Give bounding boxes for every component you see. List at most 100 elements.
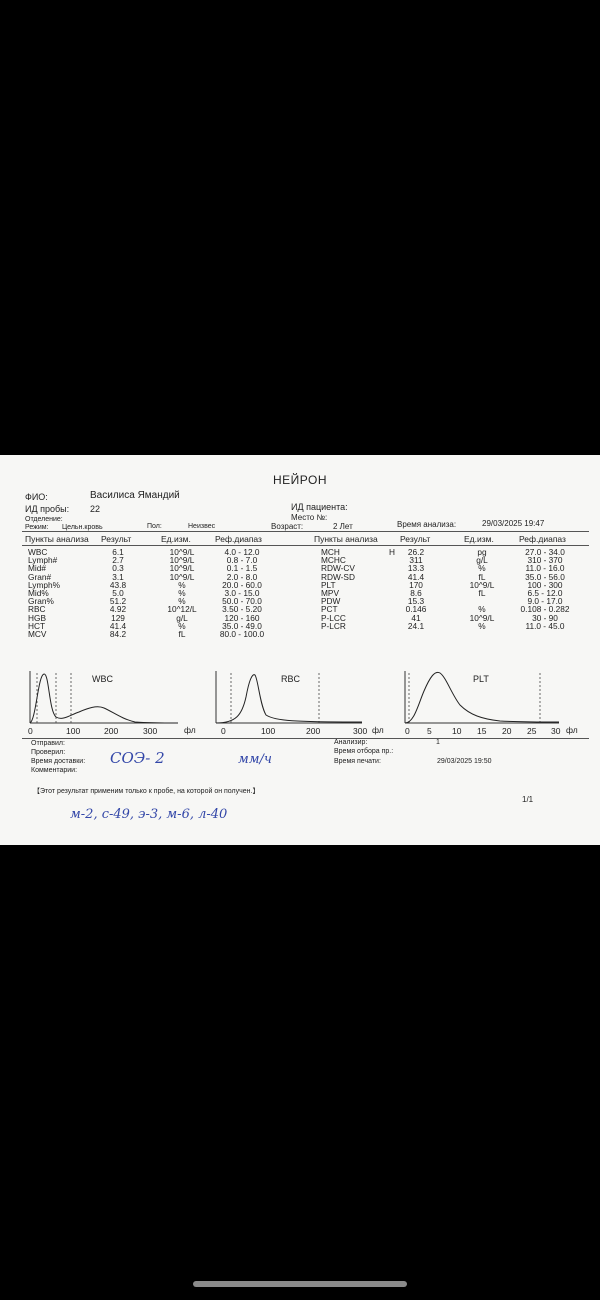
table-row: RDW-CV 13.3% 11.0 - 16.0 [0, 563, 600, 574]
cell-result: 311 [409, 555, 423, 566]
wbc-tick-100: 100 [66, 726, 80, 736]
cell-unit: % [478, 604, 486, 615]
patient-id-label: ИД пациента: [291, 502, 348, 512]
analyzer-label: Анализир: [334, 739, 368, 746]
cell-unit: % [478, 620, 486, 631]
age-value: 2 Лет [333, 522, 353, 531]
cell-range: 11.0 - 16.0 [525, 563, 565, 574]
cell-result: 41.4 [109, 620, 127, 631]
home-indicator[interactable] [193, 1281, 407, 1287]
cell-name: P-LCC [321, 612, 346, 623]
plt-tick-10: 10 [452, 726, 462, 736]
cell-unit: 10^9/L [169, 547, 195, 557]
plt-label: PLT [473, 674, 489, 684]
cell-result: 0.146 [405, 604, 427, 615]
cell-result: 2.7 [112, 555, 124, 566]
page-number: 1/1 [522, 795, 534, 804]
cell-unit: pg [477, 547, 487, 557]
rbc-unit: фл [372, 725, 384, 735]
analysis-time-value: 29/03/2025 19:47 [482, 519, 545, 528]
cell-range: 2.0 - 8.0 [226, 571, 258, 582]
cell-range: 30 - 90 [532, 612, 558, 623]
cell-name: P-LCR [321, 620, 346, 631]
cell-name: RDW-SD [321, 571, 355, 582]
cell-result: 26.2 [407, 547, 425, 557]
header-item-right: Пункты анализа [314, 534, 378, 544]
header-unit-right: Ед.изм. [464, 534, 494, 544]
cell-unit: fL [178, 628, 186, 639]
cell-result: 41 [411, 612, 421, 623]
table-row: MCHC 311 g/L 310 - 370 [0, 555, 600, 566]
header-rule-top [22, 531, 589, 532]
handwritten-esr-unit: мм/ч [238, 752, 273, 767]
header-range-right: Реф.диапаз [519, 534, 566, 544]
cell-range: 20.0 - 60.0 [222, 579, 262, 590]
cell-name: MPV [321, 587, 339, 598]
cell-range: 120 - 160 [224, 612, 260, 623]
cell-result: 0.3 [112, 563, 124, 574]
table-row: RBC 4.92 10^12/L 3.50 - 5.20 [0, 604, 300, 615]
mode-value: Цельн.кровь [62, 524, 103, 531]
cell-name: Gran% [28, 596, 54, 607]
cell-name: HGB [28, 612, 46, 623]
disclaimer: 【Этот результат применим только к пробе,… [33, 788, 260, 795]
handwritten-esr: СОЭ- 2 [110, 749, 165, 767]
cell-name: MCV [28, 628, 47, 639]
header-result-right: Результ [400, 534, 431, 544]
cell-result: 129 [111, 612, 125, 623]
plt-tick-30: 30 [551, 726, 561, 736]
cell-result: 5.0 [112, 587, 124, 598]
cell-unit: % [178, 579, 186, 590]
table-row: PLT 170 10^9/L 100 - 300 [0, 579, 600, 590]
table-row: MCV 84.2 fL 80.0 - 100.0 [0, 628, 300, 639]
handwritten-differential: м-2, с-49, э-3, м-6, л-40 [70, 807, 228, 822]
cell-range: 100 - 300 [527, 579, 563, 590]
header-range-left: Реф.диапаз [215, 534, 262, 544]
cell-range: 0.8 - 7.0 [226, 555, 258, 566]
table-row: HCT 41.4% 35.0 - 49.0 [0, 620, 300, 631]
cell-unit: g/L [176, 612, 188, 623]
footer-rule [22, 738, 589, 739]
wbc-label: WBC [92, 674, 113, 684]
table-row: Gran% 51.2% 50.0 - 70.0 [0, 596, 300, 607]
table-row: Gran# 3.1 10^9/L 2.0 - 8.0 [0, 571, 300, 582]
table-row: PDW 15.3 9.0 - 17.0 [0, 597, 600, 606]
sent-label: Отправил: [31, 740, 65, 747]
cell-unit: fL [478, 587, 486, 598]
department-label: Отделение: [25, 516, 63, 523]
cell-result: 13.3 [407, 563, 425, 574]
plt-unit: фл [566, 725, 578, 735]
plt-histogram: PLT 0 5 10 15 20 25 30 фл [404, 671, 578, 736]
plt-tick-0: 0 [405, 726, 410, 736]
cell-unit: % [478, 563, 486, 574]
rbc-tick-0: 0 [221, 726, 226, 736]
table-row: RDW-SD 41.4 fL 35.0 - 56.0 [0, 571, 600, 582]
cell-unit: g/L [476, 555, 488, 566]
print-time-label: Время печати: [334, 758, 381, 765]
report-title: НЕЙРОН [272, 473, 328, 487]
cell-unit: % [178, 587, 186, 598]
patient-name: Василиса Ямандий [90, 490, 180, 501]
cell-range: 0.1 - 1.5 [226, 563, 258, 574]
histograms: WBC 0 100 200 300 фл RBC 0 100 200 300 ф… [28, 671, 578, 736]
header-result-left: Результ [101, 534, 132, 544]
cell-range: 35.0 - 49.0 [222, 620, 262, 631]
cell-flag: H [389, 547, 395, 557]
header-item-left: Пункты анализа [25, 534, 89, 544]
sample-id-label: ИД пробы: [25, 504, 70, 514]
cell-range: 50.0 - 70.0 [222, 596, 262, 607]
header-unit-left: Ед.изм. [161, 534, 191, 544]
cell-result: 4.92 [109, 604, 127, 615]
plt-tick-25: 25 [527, 726, 537, 736]
wbc-unit: фл [184, 725, 196, 735]
cell-range: 310 - 370 [527, 555, 563, 566]
cell-range: 3.0 - 15.0 [224, 587, 260, 598]
cell-range: 80.0 - 100.0 [219, 628, 265, 639]
cell-name: Lymph% [28, 579, 60, 590]
table-row: MPV 8.6 fL 6.5 - 12.0 [0, 587, 600, 598]
cell-result: 8.6 [410, 587, 422, 598]
rbc-histogram: RBC 0 100 200 300 фл [215, 671, 384, 736]
table-row: Mid% 5.0% 3.0 - 15.0 [0, 587, 300, 598]
cell-name: HCT [28, 620, 46, 631]
plt-tick-5: 5 [427, 726, 432, 736]
